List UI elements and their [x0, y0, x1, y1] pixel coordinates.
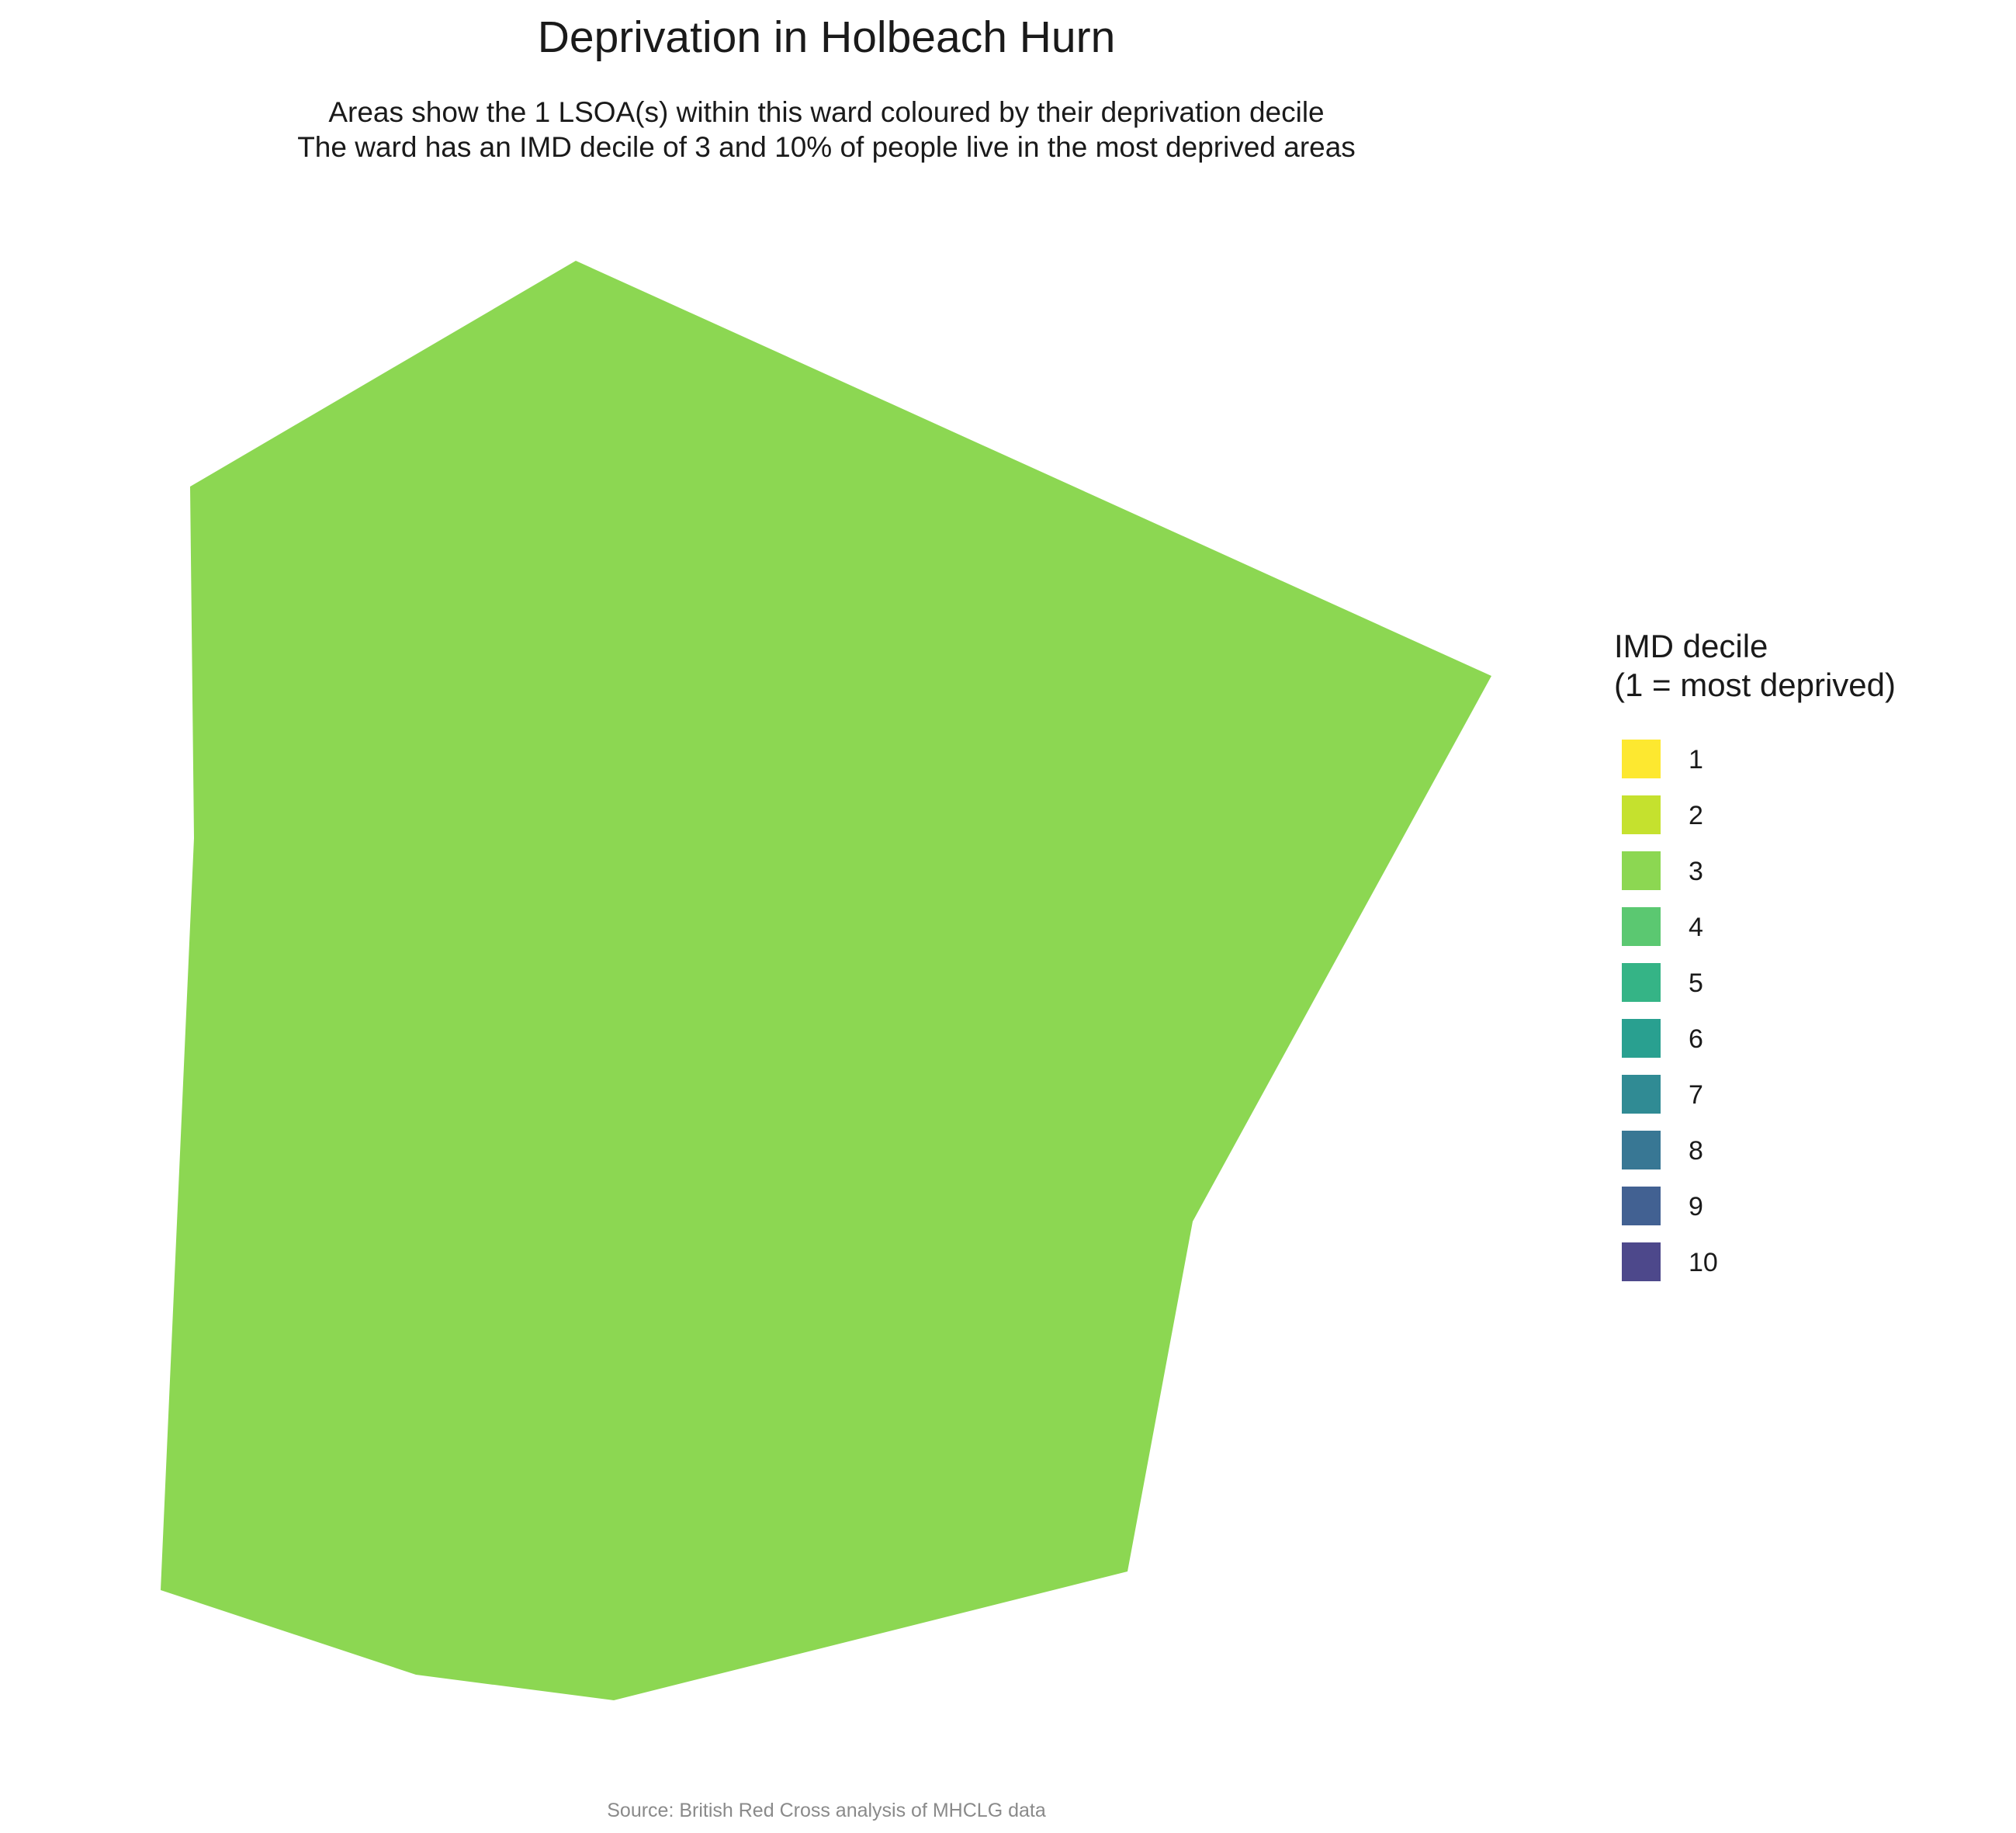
map-title: Deprivation in Holbeach Hurn: [537, 12, 1116, 62]
legend-item: 9: [1614, 1178, 1987, 1234]
source-caption: Source: British Red Cross analysis of MH…: [607, 1800, 1046, 1821]
legend-swatch: [1622, 1075, 1661, 1114]
legend-item: 8: [1614, 1122, 1987, 1178]
legend-swatch: [1622, 795, 1661, 834]
legend-swatch: [1622, 1242, 1661, 1281]
legend-label: 3: [1689, 857, 1703, 886]
legend-swatch: [1622, 907, 1661, 946]
legend-title: IMD decile (1 = most deprived): [1614, 627, 1987, 705]
legend-item: 1: [1614, 731, 1987, 787]
map-subtitle: Areas show the 1 LSOA(s) within this war…: [0, 95, 1653, 165]
legend-item: 5: [1614, 955, 1987, 1010]
legend-label: 9: [1689, 1192, 1703, 1221]
legend-title-line-2: (1 = most deprived): [1614, 667, 1896, 703]
legend-swatch: [1622, 1187, 1661, 1225]
subtitle-line-1: Areas show the 1 LSOA(s) within this war…: [328, 96, 1325, 128]
legend-label: 6: [1689, 1024, 1703, 1054]
legend-label: 2: [1689, 801, 1703, 830]
lsoa-area-polygon[interactable]: [161, 261, 1491, 1700]
legend-item: 7: [1614, 1066, 1987, 1122]
legend-title-line-1: IMD decile: [1614, 628, 1768, 664]
legend-item: 6: [1614, 1010, 1987, 1066]
legend-swatch: [1622, 1019, 1661, 1058]
legend-swatch: [1622, 1131, 1661, 1169]
legend-label: 10: [1689, 1248, 1718, 1277]
legend: IMD decile (1 = most deprived) 1 2 3 4 5 6 7 8 9…: [1614, 627, 1987, 1290]
legend-items: 1 2 3 4 5 6 7 8 9 10: [1614, 731, 1987, 1290]
legend-label: 7: [1689, 1080, 1703, 1110]
legend-label: 4: [1689, 913, 1703, 942]
legend-item: 10: [1614, 1234, 1987, 1290]
legend-swatch: [1622, 851, 1661, 890]
legend-label: 8: [1689, 1136, 1703, 1166]
legend-label: 5: [1689, 968, 1703, 998]
legend-swatch: [1622, 740, 1661, 778]
subtitle-line-2: The ward has an IMD decile of 3 and 10% …: [297, 131, 1356, 163]
legend-label: 1: [1689, 745, 1703, 774]
legend-item: 3: [1614, 843, 1987, 899]
legend-item: 4: [1614, 899, 1987, 955]
legend-item: 2: [1614, 787, 1987, 843]
legend-swatch: [1622, 963, 1661, 1002]
